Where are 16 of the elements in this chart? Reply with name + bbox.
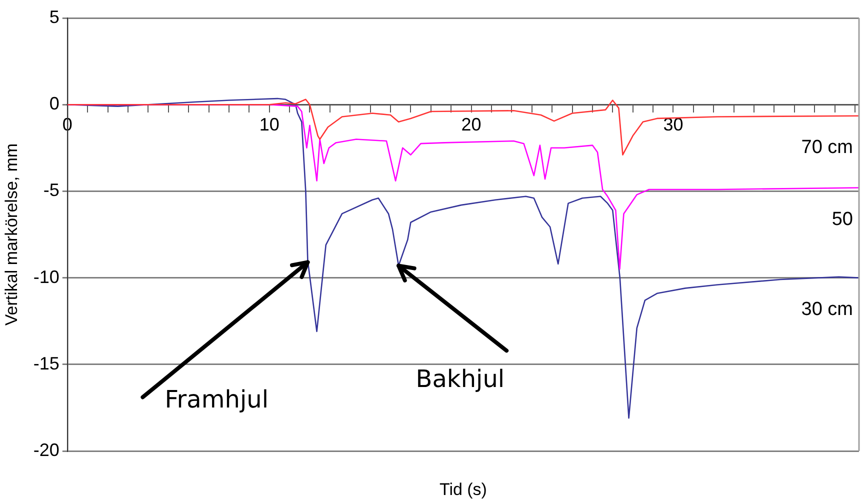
y-tick-label: -20: [33, 440, 60, 460]
annotation: Bakhjul: [416, 364, 505, 393]
y-tick-label: 0: [49, 94, 60, 114]
series-label: 50: [832, 208, 853, 230]
x-tick-label: 20: [461, 114, 482, 134]
annotation: Framhjul: [164, 385, 268, 414]
x-tick-label: 30: [663, 114, 684, 134]
y-tick-label: 5: [49, 6, 60, 27]
y-axis-title: Vertikal markörelse, mm: [2, 143, 21, 326]
y-tick-label: -5: [43, 180, 60, 200]
y-tick-label: -10: [33, 266, 60, 287]
y-tick-label: -15: [33, 353, 60, 374]
x-tick-label: 10: [259, 114, 280, 134]
series-label: 30 cm: [801, 299, 853, 320]
x-axis-title: Tid (s): [439, 480, 487, 499]
series-label: 70 cm: [801, 137, 853, 158]
